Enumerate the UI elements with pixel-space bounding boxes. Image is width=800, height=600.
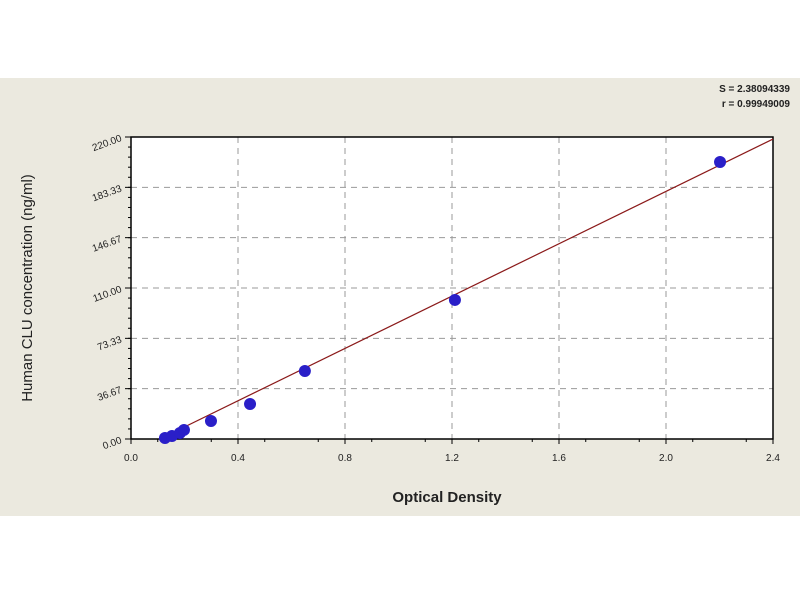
y-tick-label: 220.00 [91, 133, 124, 154]
plot-border [130, 136, 774, 440]
data-point [177, 423, 190, 436]
x-tick-label: 1.6 [552, 453, 566, 464]
x-tick-label: 1.2 [445, 453, 459, 464]
fit-line [159, 138, 774, 440]
x-tick-label: 0.4 [231, 453, 245, 464]
y-axis-label: Human CLU concentration (ng/ml) [19, 174, 36, 402]
x-tick-label: 2.0 [659, 453, 673, 464]
y-tick-label: 183.33 [91, 183, 124, 204]
x-tick-label: 0.0 [124, 453, 138, 464]
stat-r: r = 0.99949009 [721, 99, 790, 110]
x-tick-label: 2.4 [766, 453, 780, 464]
data-point [448, 293, 461, 306]
x-tick-label: 0.8 [338, 453, 352, 464]
data-point [714, 155, 727, 168]
y-tick-label: 146.67 [91, 234, 124, 255]
y-tick-label: 0.00 [101, 435, 123, 452]
y-tick-label: 110.00 [92, 284, 124, 305]
y-tick-label: 73.33 [96, 334, 124, 353]
data-point [298, 365, 311, 378]
stat-s: S = 2.38094339 [719, 84, 790, 95]
y-tick-label: 36.67 [96, 385, 124, 404]
x-axis-label: Optical Density [392, 489, 502, 506]
data-point [204, 415, 217, 428]
data-point [244, 397, 257, 410]
